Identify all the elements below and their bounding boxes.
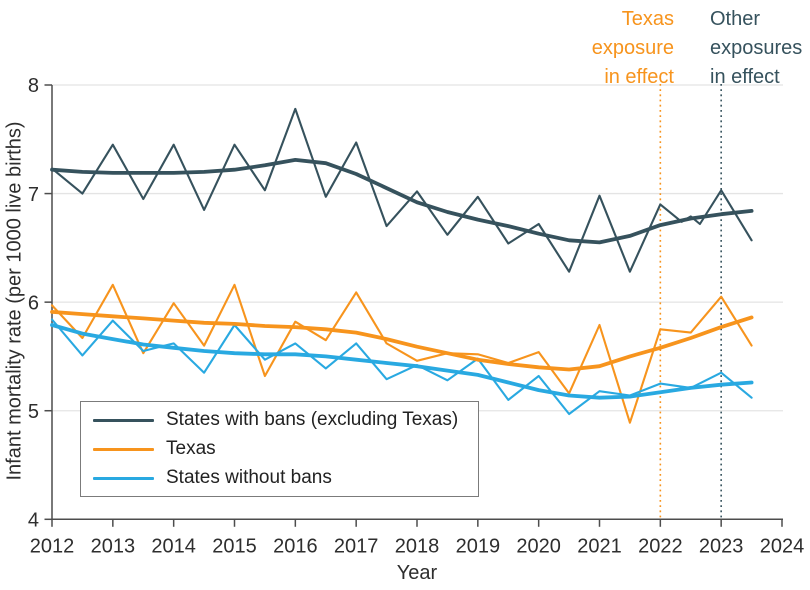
series-texas-observed: [50, 283, 753, 424]
y-tick-label-8: 8: [28, 75, 39, 97]
annotation-other-exposures: Other exposures in effect: [710, 5, 802, 92]
series-states-without-bans-observed: [50, 318, 753, 416]
x-tick-label-2023: 2023: [699, 535, 744, 557]
series-states-with-bans-excluding-texas-observed: [50, 107, 753, 273]
legend-swatch-line: [93, 447, 154, 451]
legend-label: Texas: [166, 438, 216, 459]
legend-item: States with bans (excluding Texas): [93, 409, 478, 431]
annotation-line: Other: [710, 8, 761, 30]
series-states-without-bans-trend: [50, 323, 754, 400]
x-tick-label-2016: 2016: [273, 535, 318, 557]
x-tick-label-2020: 2020: [516, 535, 561, 557]
annotation-line: in effect: [604, 66, 674, 88]
y-tick-label-5: 5: [28, 401, 39, 423]
x-axis-title: Year: [396, 562, 438, 584]
y-tick-label-4: 4: [28, 510, 39, 532]
legend-swatch-line: [93, 418, 154, 422]
legend-item: States without bans: [93, 467, 478, 489]
x-tick-label-2012: 2012: [30, 535, 75, 557]
annotation-line: in effect: [710, 66, 780, 88]
x-tick-label-2014: 2014: [151, 535, 196, 557]
series-states-with-bans-excluding-texas-trend: [50, 157, 754, 245]
legend-item: Texas: [93, 438, 478, 460]
y-axis-title: Infant mortality rate (per 1000 live bir…: [3, 121, 26, 481]
annotation-line: exposures: [710, 37, 803, 59]
x-tick-label-2021: 2021: [577, 535, 622, 557]
annotation-line: exposure: [591, 37, 674, 59]
x-tick-label-2017: 2017: [334, 535, 379, 557]
x-tick-label-2019: 2019: [456, 535, 501, 557]
annotation-texas-exposure: Texas exposure in effect: [592, 5, 674, 92]
legend-label: States without bans: [166, 467, 332, 488]
x-tick-label-2013: 2013: [91, 535, 136, 557]
x-tick-label-2022: 2022: [638, 535, 683, 557]
y-tick-label-7: 7: [28, 184, 39, 206]
annotation-line: Texas: [621, 8, 674, 30]
legend-label: States with bans (excluding Texas): [166, 409, 459, 430]
y-tick-label-6: 6: [28, 292, 39, 314]
legend: States with bans (excluding Texas) Texas S…: [80, 401, 479, 497]
x-tick-label-2024: 2024: [760, 535, 805, 557]
legend-swatch-line: [93, 476, 154, 480]
x-tick-label-2015: 2015: [212, 535, 257, 557]
x-tick-label-2018: 2018: [395, 535, 440, 557]
series-texas-trend: [50, 309, 754, 372]
